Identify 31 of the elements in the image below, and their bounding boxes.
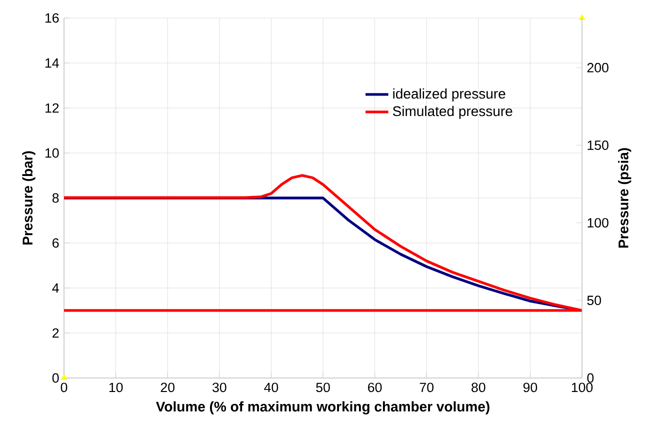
x-tick-label: 40	[264, 382, 278, 392]
y2-tick-label: 150	[588, 140, 608, 150]
x-tick-label: 60	[368, 382, 382, 392]
y2-tick-label: 0	[587, 373, 594, 383]
y-tick-label: 6	[52, 238, 59, 248]
y-tick-label: 0	[52, 373, 59, 383]
y2-tick-label: 100	[588, 218, 608, 228]
x-tick-label: 90	[523, 382, 538, 392]
y2-tick-label: 50	[587, 296, 602, 306]
y-tick-label: 16	[45, 13, 59, 23]
y2-axis-title: Pressure (psia)	[618, 148, 632, 248]
y-tick-label: 4	[52, 283, 59, 293]
legend-label: idealized pressure	[393, 88, 506, 102]
y-axis-title: Pressure (bar)	[22, 151, 36, 245]
line-series	[64, 174, 582, 312]
x-tick-label: 100	[572, 382, 593, 392]
x-tick-label: 20	[160, 382, 175, 392]
x-tick-label: 70	[420, 382, 434, 392]
x-tick-label: 10	[109, 382, 123, 392]
y-tick-label: 14	[45, 58, 59, 68]
y-tick-label: 2	[52, 328, 59, 338]
y2-tick-label: 200	[587, 62, 608, 72]
legend-label: Simulated pressure	[392, 106, 512, 119]
x-tick-label: 0	[60, 382, 68, 392]
y-tick-label: 12	[45, 103, 59, 113]
x-axis-title: Volume (% of maximum working chamber volume)	[156, 401, 490, 414]
y-tick-label: 10	[45, 148, 59, 158]
x-tick-label: 30	[212, 382, 226, 392]
y-tick-label: 8	[52, 193, 59, 203]
x-tick-label: 80	[472, 382, 486, 392]
x-tick-label: 50	[316, 382, 330, 392]
